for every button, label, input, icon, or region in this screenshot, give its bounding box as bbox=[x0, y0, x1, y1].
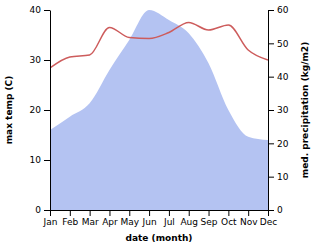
tick-label: Jul bbox=[163, 217, 175, 227]
tick-mark bbox=[268, 77, 274, 78]
tick-mark bbox=[90, 210, 91, 216]
tick-label: 30 bbox=[277, 105, 289, 115]
tick-label: 60 bbox=[277, 5, 289, 15]
tick-mark bbox=[44, 60, 50, 61]
axis-line bbox=[50, 11, 51, 211]
tick-mark bbox=[228, 210, 229, 216]
tick-mark bbox=[70, 210, 71, 216]
tick-label: Aug bbox=[180, 217, 198, 227]
tick: 30 bbox=[268, 105, 289, 115]
tick: May bbox=[120, 210, 139, 227]
tick-mark bbox=[268, 43, 274, 44]
area bbox=[50, 10, 268, 210]
x-axis: Jan Feb MarAprMayJun Jul AugSepOctNovDec bbox=[43, 210, 278, 227]
tick-mark bbox=[44, 110, 50, 111]
tick: 10 bbox=[30, 155, 50, 165]
tick-label: May bbox=[120, 217, 139, 227]
tick: 50 bbox=[268, 39, 289, 49]
tick: 0 bbox=[35, 205, 50, 215]
axis-line bbox=[51, 210, 269, 211]
tick: Jul bbox=[163, 210, 175, 227]
tick-mark bbox=[268, 110, 274, 111]
tick: 20 bbox=[268, 139, 289, 149]
tick: Oct bbox=[221, 210, 237, 227]
tick: Nov bbox=[240, 210, 258, 227]
tick-mark bbox=[50, 210, 51, 216]
tick-label: Jun bbox=[142, 217, 157, 227]
tick-mark bbox=[44, 10, 50, 11]
tick-mark bbox=[268, 177, 274, 178]
tick-label: Sep bbox=[201, 217, 218, 227]
tick-mark bbox=[109, 210, 110, 216]
tick-label: Apr bbox=[102, 217, 118, 227]
tick-mark bbox=[189, 210, 190, 216]
x-axis-title: date (month) bbox=[126, 233, 193, 243]
tick-label: Oct bbox=[221, 217, 237, 227]
tick-mark bbox=[209, 210, 210, 216]
tick: 20 bbox=[30, 105, 50, 115]
tick-label: Feb bbox=[62, 217, 78, 227]
tick-label: 10 bbox=[277, 172, 289, 182]
tick: Dec bbox=[260, 210, 277, 227]
tick: Sep bbox=[201, 210, 218, 227]
tick: Apr bbox=[102, 210, 118, 227]
tick: Mar bbox=[82, 210, 99, 227]
tick: 40 bbox=[268, 72, 289, 82]
tick-mark bbox=[44, 210, 50, 211]
tick-label: 40 bbox=[277, 72, 289, 82]
tick: 10 bbox=[268, 172, 289, 182]
tick-label: 20 bbox=[30, 105, 42, 115]
chart: JanFebMarAprMayJunJulAugSepOctNovDec0102… bbox=[0, 0, 318, 247]
y2-axis: 0 10 20 30 40 50 60 bbox=[268, 5, 289, 215]
y-axis-title: max temp (C) bbox=[4, 76, 14, 145]
y-axis: 0 10 20 30 40 bbox=[30, 5, 51, 215]
tick-label: 0 bbox=[277, 205, 283, 215]
tick-label: 10 bbox=[30, 155, 42, 165]
plot-area bbox=[50, 10, 268, 210]
tick-label: 20 bbox=[277, 139, 289, 149]
tick: 60 bbox=[268, 5, 289, 15]
tick: 0 bbox=[268, 205, 283, 215]
tick-label: 30 bbox=[30, 55, 42, 65]
line bbox=[50, 23, 268, 69]
tick-mark bbox=[129, 210, 130, 216]
tick-mark bbox=[149, 210, 150, 216]
tick-mark bbox=[268, 210, 274, 211]
tick-mark bbox=[268, 10, 274, 11]
tick: Aug bbox=[180, 210, 198, 227]
tick: Jan bbox=[43, 210, 58, 227]
tick-label: Nov bbox=[240, 217, 258, 227]
tick-label: Jan bbox=[43, 217, 58, 227]
tick-label: Mar bbox=[82, 217, 99, 227]
tick-label: 50 bbox=[277, 39, 289, 49]
tick-label: Dec bbox=[260, 217, 277, 227]
tick-mark bbox=[248, 210, 249, 216]
tick-label: 40 bbox=[30, 5, 42, 15]
tick-label: 0 bbox=[35, 205, 41, 215]
tick: 40 bbox=[30, 5, 50, 15]
tick: Jun bbox=[142, 210, 157, 227]
tick-mark bbox=[44, 160, 50, 161]
tick: Feb bbox=[62, 210, 78, 227]
tick: 30 bbox=[30, 55, 50, 65]
tick-mark bbox=[268, 143, 274, 144]
tick-mark bbox=[169, 210, 170, 216]
y2-axis-title: med. precipitation (kg/m2) bbox=[300, 42, 310, 178]
